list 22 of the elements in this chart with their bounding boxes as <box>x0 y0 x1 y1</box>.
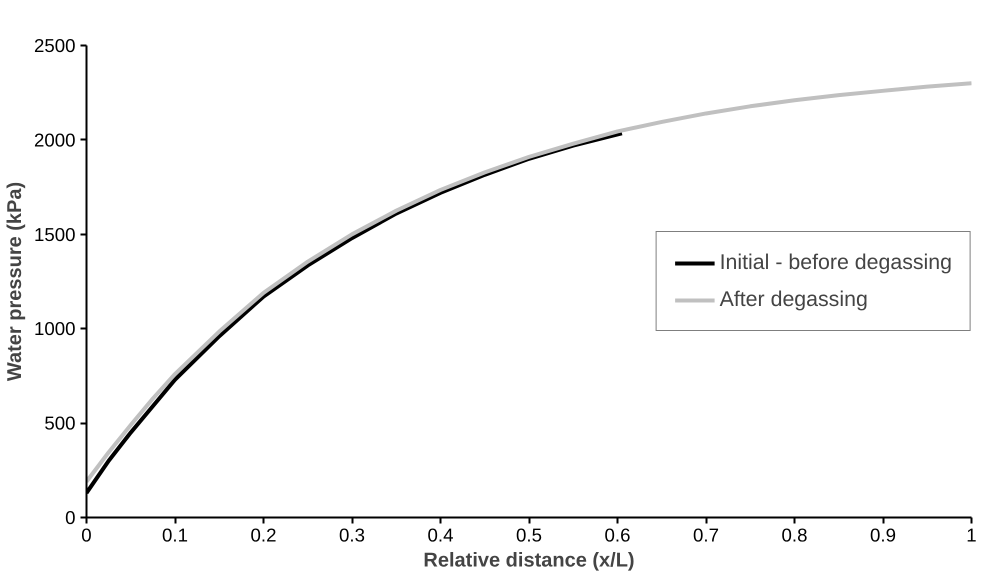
y-tick-label: 2000 <box>34 129 76 150</box>
x-tick-label: 0.3 <box>339 524 365 546</box>
x-tick-label: 0.9 <box>870 524 896 546</box>
line-series <box>86 81 972 484</box>
x-tick-label: 0.7 <box>693 524 719 546</box>
y-axis-title: Water pressure (kPa) <box>4 182 26 382</box>
y-tick-label: 0 <box>65 507 76 528</box>
x-tick-label: 0.4 <box>428 524 454 546</box>
x-axis-title: Relative distance (x/L) <box>423 550 635 572</box>
x-tick-label: 0.2 <box>250 524 276 546</box>
y-tick-label: 500 <box>44 412 76 434</box>
y-tick-label: 1000 <box>34 318 76 340</box>
legend-label: Initial - before degassing <box>720 250 952 275</box>
x-tick-label: 1 <box>966 524 977 546</box>
y-tick-label: 1500 <box>34 224 76 245</box>
x-tick-label: 0.8 <box>782 524 808 546</box>
x-tick-label: 0.6 <box>604 524 630 546</box>
x-tick-label: 0.5 <box>516 524 542 546</box>
legend-label: After degassing <box>720 287 868 312</box>
x-tick-label: 0 <box>81 524 92 546</box>
y-tick-label: 2500 <box>34 35 76 56</box>
x-tick-label: 0.1 <box>162 524 188 546</box>
